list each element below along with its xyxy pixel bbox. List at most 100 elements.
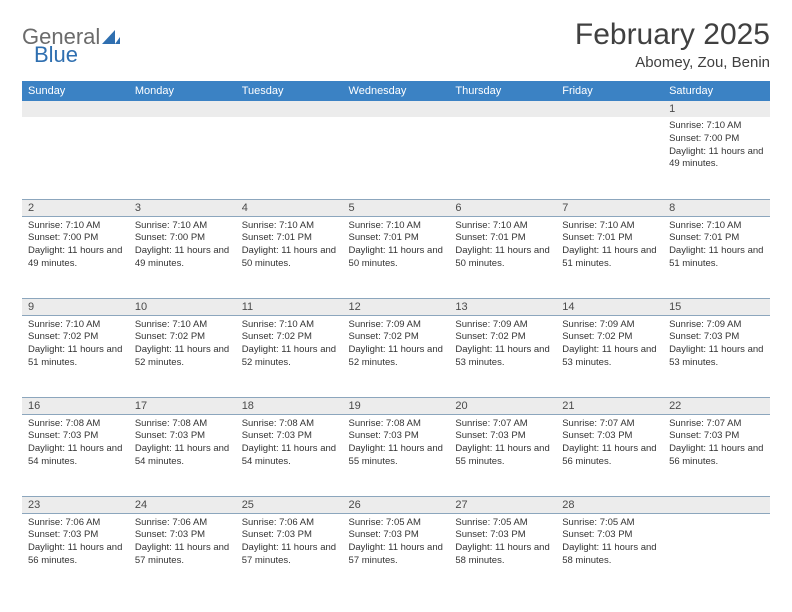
daylight-line: Daylight: 11 hours and 58 minutes.: [562, 542, 657, 568]
day-details: Sunrise: 7:10 AMSunset: 7:00 PMDaylight:…: [22, 217, 129, 274]
sunset-line: Sunset: 7:03 PM: [135, 529, 230, 542]
day-body-row: Sunrise: 7:10 AMSunset: 7:00 PMDaylight:…: [22, 216, 770, 298]
sunrise-line: Sunrise: 7:06 AM: [28, 517, 123, 530]
calendar-body: 1Sunrise: 7:10 AMSunset: 7:00 PMDaylight…: [22, 101, 770, 595]
day-number-cell: 7: [556, 199, 663, 216]
daylight-line: Daylight: 11 hours and 49 minutes.: [28, 245, 123, 271]
daylight-line: Daylight: 11 hours and 57 minutes.: [349, 542, 444, 568]
sunset-line: Sunset: 7:01 PM: [349, 232, 444, 245]
sunrise-line: Sunrise: 7:10 AM: [135, 220, 230, 233]
sunset-line: Sunset: 7:01 PM: [669, 232, 764, 245]
day-number-cell: 27: [449, 496, 556, 513]
day-details: Sunrise: 7:07 AMSunset: 7:03 PMDaylight:…: [663, 415, 770, 472]
day-cell: Sunrise: 7:10 AMSunset: 7:00 PMDaylight:…: [22, 216, 129, 298]
sunset-line: Sunset: 7:02 PM: [455, 331, 550, 344]
day-details: Sunrise: 7:09 AMSunset: 7:03 PMDaylight:…: [663, 316, 770, 373]
col-sunday: Sunday: [22, 81, 129, 101]
day-number-cell: [556, 101, 663, 117]
sunset-line: Sunset: 7:01 PM: [562, 232, 657, 245]
day-number-cell: 6: [449, 199, 556, 216]
sunset-line: Sunset: 7:00 PM: [669, 133, 764, 146]
day-details: Sunrise: 7:07 AMSunset: 7:03 PMDaylight:…: [556, 415, 663, 472]
day-details: Sunrise: 7:09 AMSunset: 7:02 PMDaylight:…: [343, 316, 450, 373]
daylight-line: Daylight: 11 hours and 51 minutes.: [562, 245, 657, 271]
sunrise-line: Sunrise: 7:07 AM: [562, 418, 657, 431]
sunrise-line: Sunrise: 7:09 AM: [455, 319, 550, 332]
daylight-line: Daylight: 11 hours and 53 minutes.: [562, 344, 657, 370]
daylight-line: Daylight: 11 hours and 54 minutes.: [135, 443, 230, 469]
sunrise-line: Sunrise: 7:10 AM: [562, 220, 657, 233]
day-number-cell: 28: [556, 496, 663, 513]
day-cell: [129, 117, 236, 199]
sunset-line: Sunset: 7:03 PM: [28, 529, 123, 542]
daylight-line: Daylight: 11 hours and 53 minutes.: [669, 344, 764, 370]
sunrise-line: Sunrise: 7:10 AM: [28, 319, 123, 332]
daylight-line: Daylight: 11 hours and 55 minutes.: [349, 443, 444, 469]
sunrise-line: Sunrise: 7:09 AM: [349, 319, 444, 332]
col-monday: Monday: [129, 81, 236, 101]
sunrise-line: Sunrise: 7:05 AM: [562, 517, 657, 530]
day-cell: Sunrise: 7:06 AMSunset: 7:03 PMDaylight:…: [129, 513, 236, 595]
day-cell: Sunrise: 7:10 AMSunset: 7:00 PMDaylight:…: [663, 117, 770, 199]
day-cell: [556, 117, 663, 199]
day-number-cell: 13: [449, 298, 556, 315]
daylight-line: Daylight: 11 hours and 51 minutes.: [28, 344, 123, 370]
sunrise-line: Sunrise: 7:08 AM: [349, 418, 444, 431]
day-cell: Sunrise: 7:07 AMSunset: 7:03 PMDaylight:…: [663, 414, 770, 496]
sunset-line: Sunset: 7:03 PM: [242, 529, 337, 542]
day-details: Sunrise: 7:07 AMSunset: 7:03 PMDaylight:…: [449, 415, 556, 472]
day-number-row: 2345678: [22, 199, 770, 216]
day-cell: Sunrise: 7:08 AMSunset: 7:03 PMDaylight:…: [343, 414, 450, 496]
day-number-cell: 10: [129, 298, 236, 315]
day-details: Sunrise: 7:10 AMSunset: 7:00 PMDaylight:…: [663, 117, 770, 174]
sunrise-line: Sunrise: 7:10 AM: [135, 319, 230, 332]
day-cell: Sunrise: 7:08 AMSunset: 7:03 PMDaylight:…: [129, 414, 236, 496]
daylight-line: Daylight: 11 hours and 54 minutes.: [28, 443, 123, 469]
brand-triangle-icon: [102, 24, 120, 38]
sunset-line: Sunset: 7:00 PM: [135, 232, 230, 245]
day-number-cell: 1: [663, 101, 770, 117]
col-tuesday: Tuesday: [236, 81, 343, 101]
day-details: Sunrise: 7:09 AMSunset: 7:02 PMDaylight:…: [556, 316, 663, 373]
day-details: Sunrise: 7:10 AMSunset: 7:02 PMDaylight:…: [236, 316, 343, 373]
day-details: Sunrise: 7:08 AMSunset: 7:03 PMDaylight:…: [343, 415, 450, 472]
daylight-line: Daylight: 11 hours and 57 minutes.: [242, 542, 337, 568]
daylight-line: Daylight: 11 hours and 51 minutes.: [669, 245, 764, 271]
sunset-line: Sunset: 7:03 PM: [349, 430, 444, 443]
day-cell: Sunrise: 7:05 AMSunset: 7:03 PMDaylight:…: [556, 513, 663, 595]
day-details: Sunrise: 7:08 AMSunset: 7:03 PMDaylight:…: [129, 415, 236, 472]
day-number-cell: 23: [22, 496, 129, 513]
calendar-page: General February 2025 Abomey, Zou, Benin…: [0, 0, 792, 605]
col-friday: Friday: [556, 81, 663, 101]
day-number-cell: [236, 101, 343, 117]
day-number-cell: 14: [556, 298, 663, 315]
day-details: Sunrise: 7:06 AMSunset: 7:03 PMDaylight:…: [22, 514, 129, 571]
brand-part2: Blue: [34, 42, 78, 68]
day-details: Sunrise: 7:05 AMSunset: 7:03 PMDaylight:…: [343, 514, 450, 571]
sunset-line: Sunset: 7:02 PM: [349, 331, 444, 344]
sunset-line: Sunset: 7:02 PM: [562, 331, 657, 344]
daylight-line: Daylight: 11 hours and 49 minutes.: [669, 146, 764, 172]
day-number-row: 232425262728: [22, 496, 770, 513]
sunset-line: Sunset: 7:03 PM: [135, 430, 230, 443]
day-number-cell: 17: [129, 397, 236, 414]
sunrise-line: Sunrise: 7:07 AM: [669, 418, 764, 431]
day-details: Sunrise: 7:10 AMSunset: 7:01 PMDaylight:…: [343, 217, 450, 274]
daylight-line: Daylight: 11 hours and 52 minutes.: [242, 344, 337, 370]
day-cell: Sunrise: 7:05 AMSunset: 7:03 PMDaylight:…: [449, 513, 556, 595]
daylight-line: Daylight: 11 hours and 52 minutes.: [135, 344, 230, 370]
day-cell: Sunrise: 7:07 AMSunset: 7:03 PMDaylight:…: [449, 414, 556, 496]
day-number-cell: [343, 101, 450, 117]
day-cell: Sunrise: 7:09 AMSunset: 7:02 PMDaylight:…: [449, 315, 556, 397]
day-number-cell: 25: [236, 496, 343, 513]
day-number-cell: 9: [22, 298, 129, 315]
day-number-cell: 20: [449, 397, 556, 414]
day-cell: Sunrise: 7:10 AMSunset: 7:01 PMDaylight:…: [663, 216, 770, 298]
day-number-row: 1: [22, 101, 770, 117]
day-details: Sunrise: 7:06 AMSunset: 7:03 PMDaylight:…: [236, 514, 343, 571]
sunrise-line: Sunrise: 7:10 AM: [669, 120, 764, 133]
sunset-line: Sunset: 7:02 PM: [135, 331, 230, 344]
day-number-cell: 18: [236, 397, 343, 414]
day-details: Sunrise: 7:05 AMSunset: 7:03 PMDaylight:…: [556, 514, 663, 571]
sunset-line: Sunset: 7:03 PM: [28, 430, 123, 443]
